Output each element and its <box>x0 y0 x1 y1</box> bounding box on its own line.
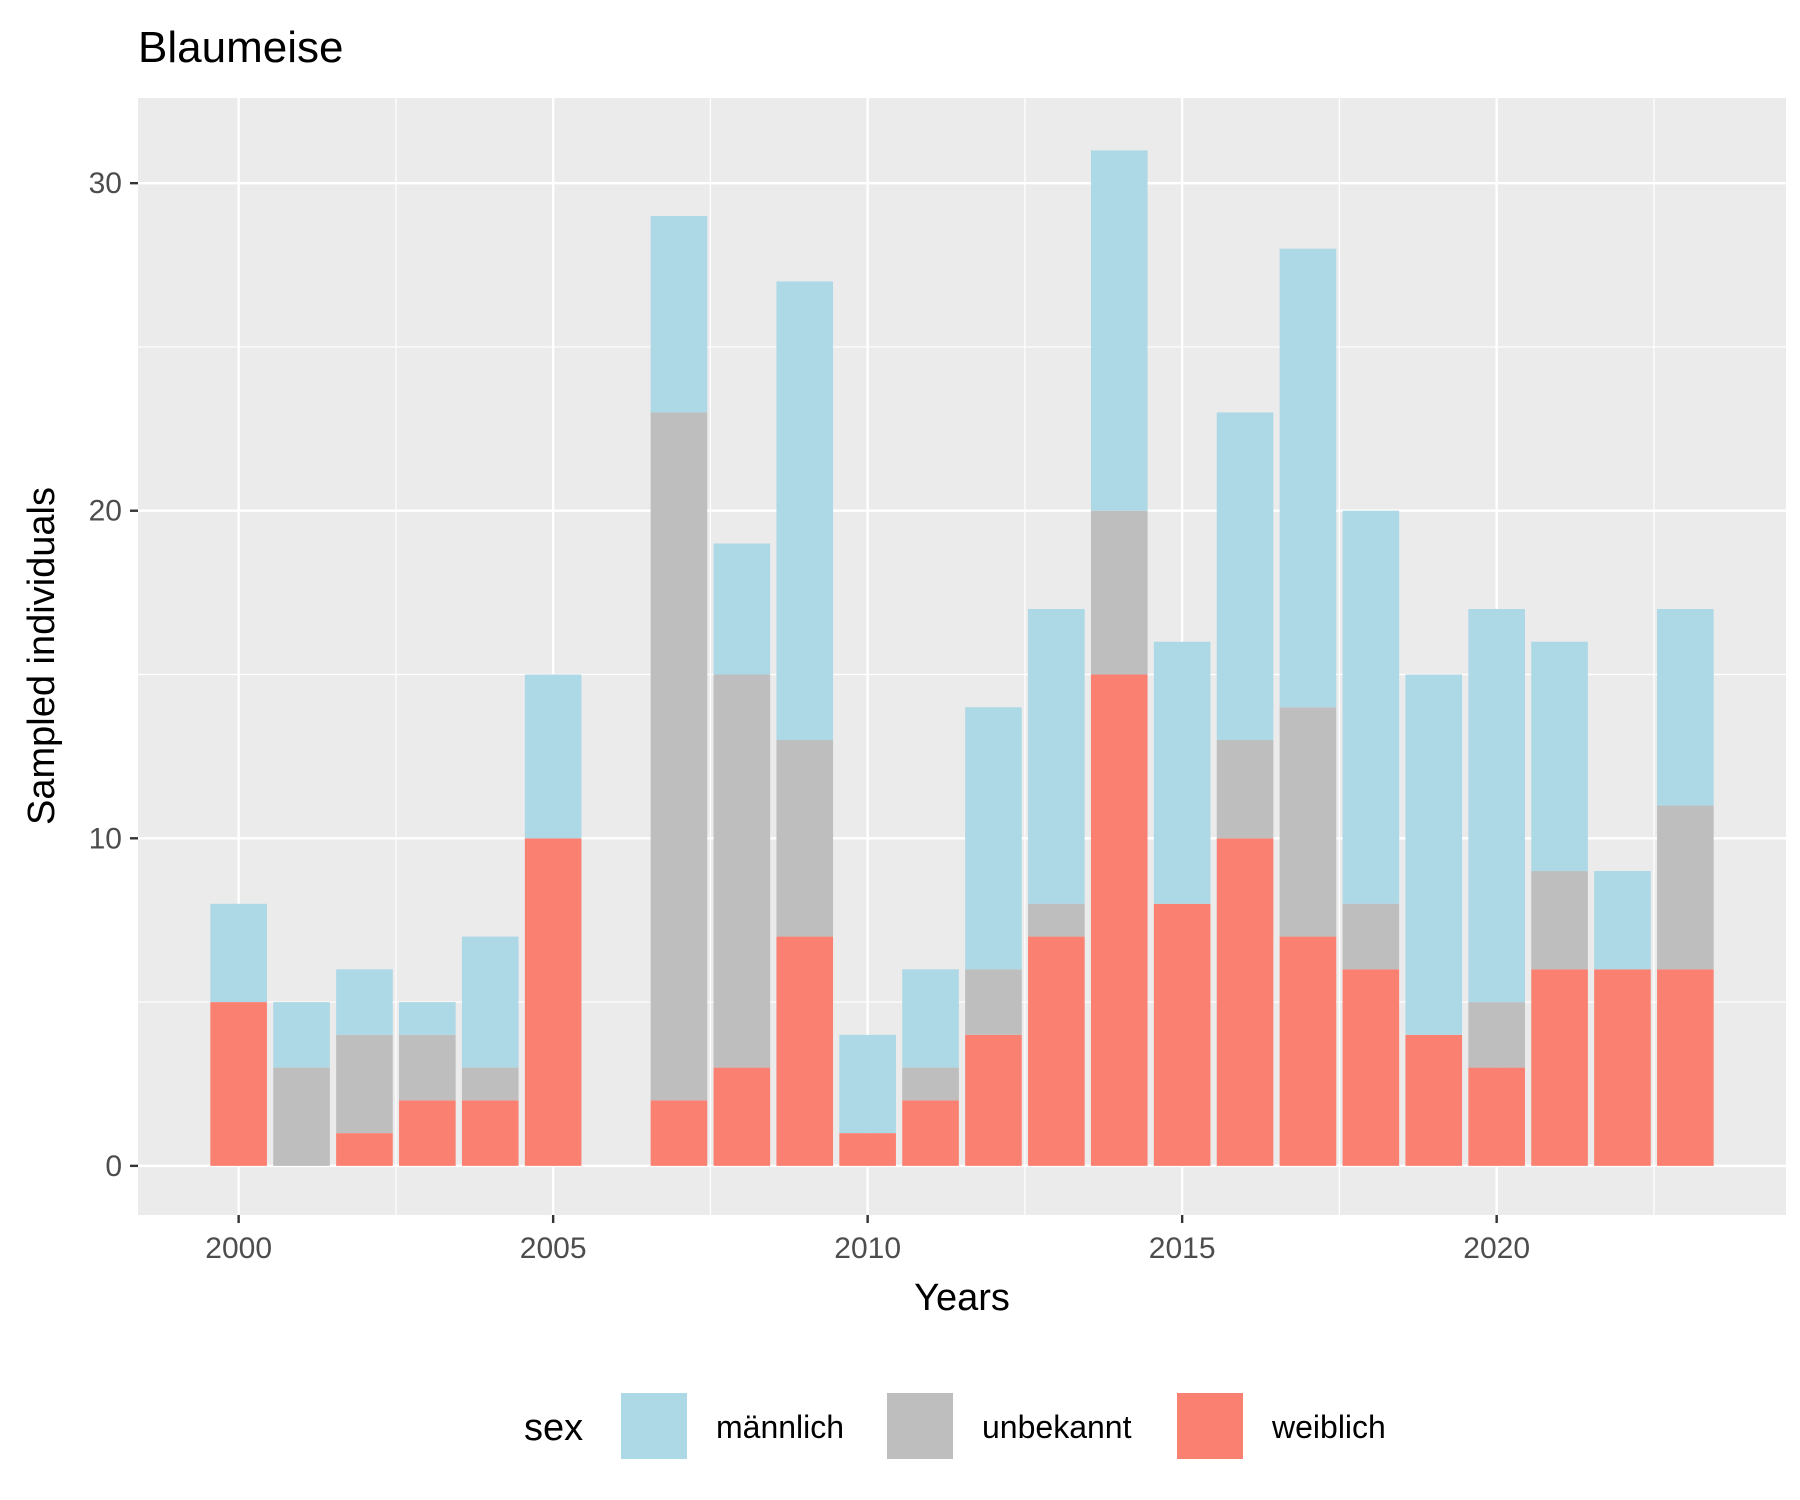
bar-segment-2005-weiblich <box>524 838 582 1166</box>
bar-segment-2003-unbekannt <box>399 1034 456 1101</box>
bar-segment-2023-unbekannt <box>1657 805 1714 970</box>
bar-segment-2008-unbekannt <box>713 674 771 1068</box>
bar-segment-2000-männlich <box>210 903 267 1003</box>
bar-segment-2020-männlich <box>1468 609 1525 1003</box>
x-tick-label: 2005 <box>520 1232 587 1265</box>
bar-segment-2008-männlich <box>713 543 771 675</box>
legend-label-weiblich: weiblich <box>1271 1409 1386 1445</box>
legend-key-weiblich <box>1175 1391 1245 1461</box>
bar-segment-2020-unbekannt <box>1468 1002 1525 1068</box>
bar-segment-2001-unbekannt <box>273 1067 330 1166</box>
bar-segment-2014-männlich <box>1090 150 1148 511</box>
bar-segment-2010-männlich <box>839 1034 896 1134</box>
bar-segment-2002-unbekannt <box>336 1034 393 1134</box>
legend: sex männlich unbekannt weiblich <box>524 1391 1386 1461</box>
bar-segment-2007-männlich <box>650 215 708 413</box>
y-tick-label: 0 <box>105 1150 122 1183</box>
bar-segment-2009-weiblich <box>776 936 834 1166</box>
bar-segment-2011-weiblich <box>902 1100 959 1166</box>
bar-segment-2009-unbekannt <box>776 740 834 937</box>
bar-segment-2009-männlich <box>776 281 834 741</box>
bar-segment-2012-weiblich <box>965 1034 1022 1166</box>
bar-segment-2021-weiblich <box>1531 969 1588 1166</box>
bar-segment-2018-weiblich <box>1342 969 1400 1166</box>
legend-label-unbekannt: unbekannt <box>982 1409 1132 1445</box>
bar-segment-2020-weiblich <box>1468 1067 1525 1166</box>
x-tick-label: 2000 <box>205 1232 272 1265</box>
bar-segment-2003-weiblich <box>399 1100 456 1166</box>
bar-segment-2022-weiblich <box>1594 969 1651 1166</box>
bar-segment-2017-weiblich <box>1279 936 1337 1166</box>
bar-segment-2013-weiblich <box>1028 936 1085 1166</box>
y-axis-title: Sampled individuals <box>21 487 63 825</box>
bar-segment-2015-weiblich <box>1153 903 1211 1166</box>
x-axis-title: Years <box>914 1277 1010 1319</box>
x-tick-label: 2020 <box>1463 1232 1530 1265</box>
bar-segment-2011-männlich <box>902 969 959 1068</box>
x-tick-label: 2015 <box>1149 1232 1216 1265</box>
bar-segment-2013-unbekannt <box>1028 903 1085 937</box>
bar-segment-2021-unbekannt <box>1531 871 1588 970</box>
legend-title: sex <box>524 1407 583 1449</box>
chart-title: Blaumeise <box>138 23 343 72</box>
bar-segment-2005-männlich <box>524 674 582 839</box>
bar-segment-2016-unbekannt <box>1216 740 1274 839</box>
x-tick-label: 2010 <box>834 1232 901 1265</box>
bar-segment-2015-männlich <box>1153 641 1211 904</box>
bar-segment-2017-unbekannt <box>1279 707 1337 937</box>
bar-segment-2022-männlich <box>1594 871 1651 970</box>
bar-segment-2019-männlich <box>1405 674 1463 1035</box>
bar-segment-2016-männlich <box>1216 412 1274 741</box>
bar-segment-2007-unbekannt <box>650 412 708 1101</box>
bar-segment-2016-weiblich <box>1216 838 1274 1166</box>
bar-segment-2001-männlich <box>273 1002 330 1068</box>
bar-segment-2011-unbekannt <box>902 1067 959 1101</box>
y-tick-label: 10 <box>89 822 122 855</box>
bar-segment-2012-männlich <box>965 707 1022 970</box>
bar-segment-2003-männlich <box>399 1002 456 1035</box>
bar-segment-2004-weiblich <box>461 1100 519 1166</box>
bar-segment-2002-weiblich <box>336 1133 393 1166</box>
bar-segment-2021-männlich <box>1531 641 1588 872</box>
bar-segment-2000-weiblich <box>210 1002 267 1166</box>
legend-key-männlich <box>619 1391 689 1461</box>
y-axis: 0 10 20 30 <box>89 167 138 1183</box>
bar-segment-2008-weiblich <box>713 1067 771 1166</box>
bars <box>210 150 1714 1166</box>
y-tick-label: 20 <box>89 495 122 528</box>
bar-segment-2012-unbekannt <box>965 969 1022 1035</box>
bar-segment-2010-weiblich <box>839 1133 896 1166</box>
x-axis: 2000 2005 2010 2015 2020 <box>205 1215 1530 1265</box>
bar-segment-2018-unbekannt <box>1342 903 1400 970</box>
bar-segment-2004-männlich <box>461 936 519 1068</box>
bar-segment-2004-unbekannt <box>461 1067 519 1101</box>
bar-segment-2013-männlich <box>1028 609 1085 904</box>
bar-segment-2002-männlich <box>336 969 393 1035</box>
bar-segment-2018-männlich <box>1342 510 1400 904</box>
bar-segment-2023-männlich <box>1657 609 1714 806</box>
legend-label-männlich: männlich <box>716 1409 844 1445</box>
bar-segment-2007-weiblich <box>650 1100 708 1166</box>
bar-segment-2014-weiblich <box>1090 674 1148 1166</box>
bar-segment-2019-weiblich <box>1405 1034 1463 1166</box>
y-tick-label: 30 <box>89 167 122 200</box>
bar-segment-2017-männlich <box>1279 248 1337 708</box>
bar-segment-2023-weiblich <box>1657 969 1714 1166</box>
bar-segment-2014-unbekannt <box>1090 510 1148 675</box>
legend-key-unbekannt <box>885 1391 955 1461</box>
